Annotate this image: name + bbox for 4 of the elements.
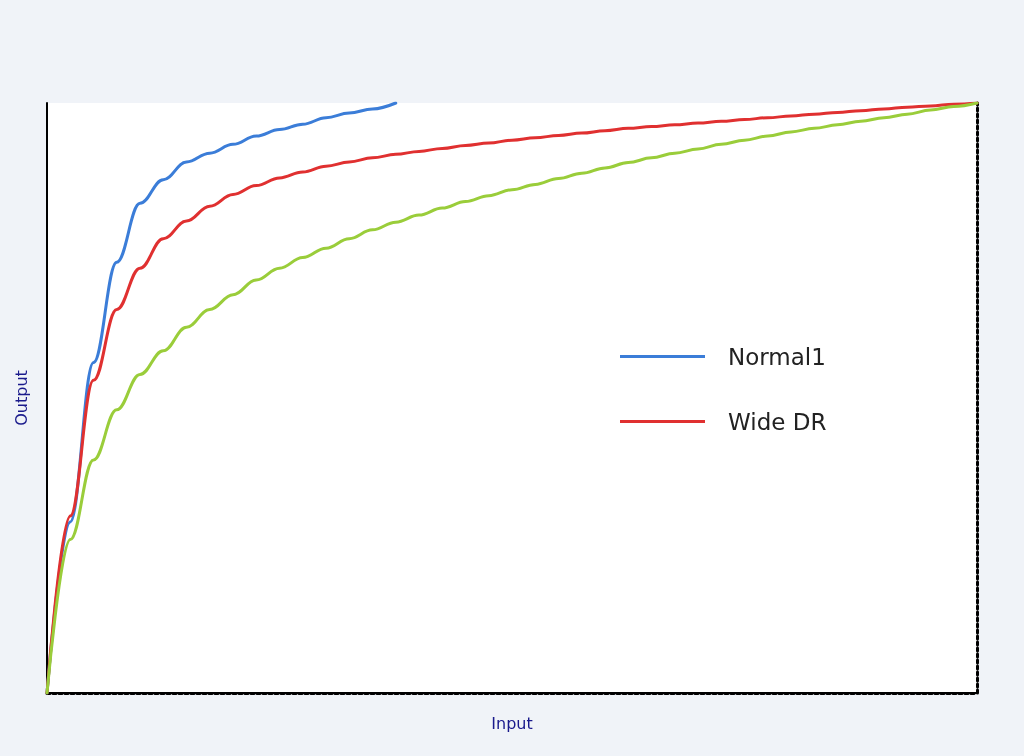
legend-label: Wide DR bbox=[728, 408, 827, 435]
x-axis-title: Input bbox=[491, 713, 533, 733]
y-axis-title: Output bbox=[11, 370, 31, 426]
legend-label: Normal1 bbox=[728, 343, 826, 370]
